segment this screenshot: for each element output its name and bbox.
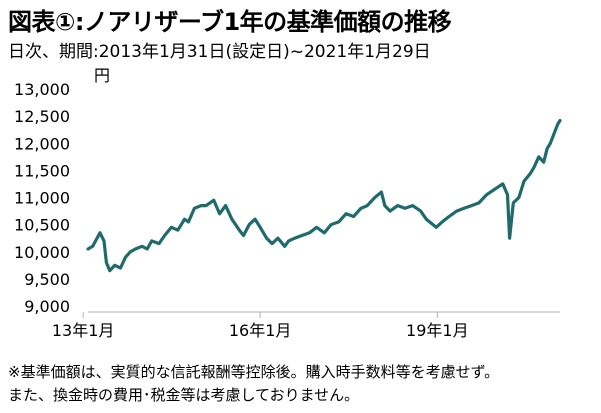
x-tick-label: 13年1月 xyxy=(52,321,115,340)
chart-title: 図表①:ノアリザーブ1年の基準価額の推移 xyxy=(8,8,452,36)
y-axis-unit: 円 xyxy=(94,66,111,85)
x-axis: 13年1月 16年1月 19年1月 xyxy=(52,312,469,340)
y-tick-label: 10,000 xyxy=(14,243,70,262)
y-tick-label: 9,500 xyxy=(24,270,70,289)
y-axis: 9,000 9,500 10,000 10,500 11,000 11,500 12,000… xyxy=(14,80,70,316)
chart-subtitle: 日次、期間:2013年1月31日(設定日)~2021年1月29日 xyxy=(8,42,431,62)
y-tick-label: 9,000 xyxy=(24,297,70,316)
y-tick-label: 10,500 xyxy=(14,216,70,235)
series-line xyxy=(86,118,562,273)
footnote-2: また、換金時の費用･税金等は考慮しておりません。 xyxy=(8,386,360,404)
y-tick-label: 11,000 xyxy=(14,189,70,208)
x-tick-label: 16年1月 xyxy=(229,321,292,340)
y-tick-label: 11,500 xyxy=(14,161,70,180)
y-tick-label: 12,500 xyxy=(14,107,70,126)
x-tick-label: 19年1月 xyxy=(406,321,469,340)
y-tick-label: 12,000 xyxy=(14,134,70,153)
y-tick-label: 13,000 xyxy=(14,80,70,99)
footnote-1: ※基準価額は、実質的な信託報酬等控除後。購入時手数料等を考慮せず。 xyxy=(8,363,500,381)
